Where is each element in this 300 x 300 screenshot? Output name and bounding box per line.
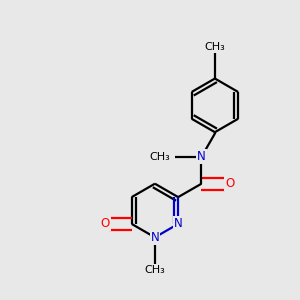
Text: N: N xyxy=(174,218,182,230)
Text: N: N xyxy=(197,150,206,164)
Text: CH₃: CH₃ xyxy=(145,265,165,275)
Text: O: O xyxy=(100,218,110,230)
Text: N: N xyxy=(151,231,159,244)
Text: CH₃: CH₃ xyxy=(205,42,225,52)
Text: O: O xyxy=(225,177,235,190)
Text: CH₃: CH₃ xyxy=(149,152,170,162)
